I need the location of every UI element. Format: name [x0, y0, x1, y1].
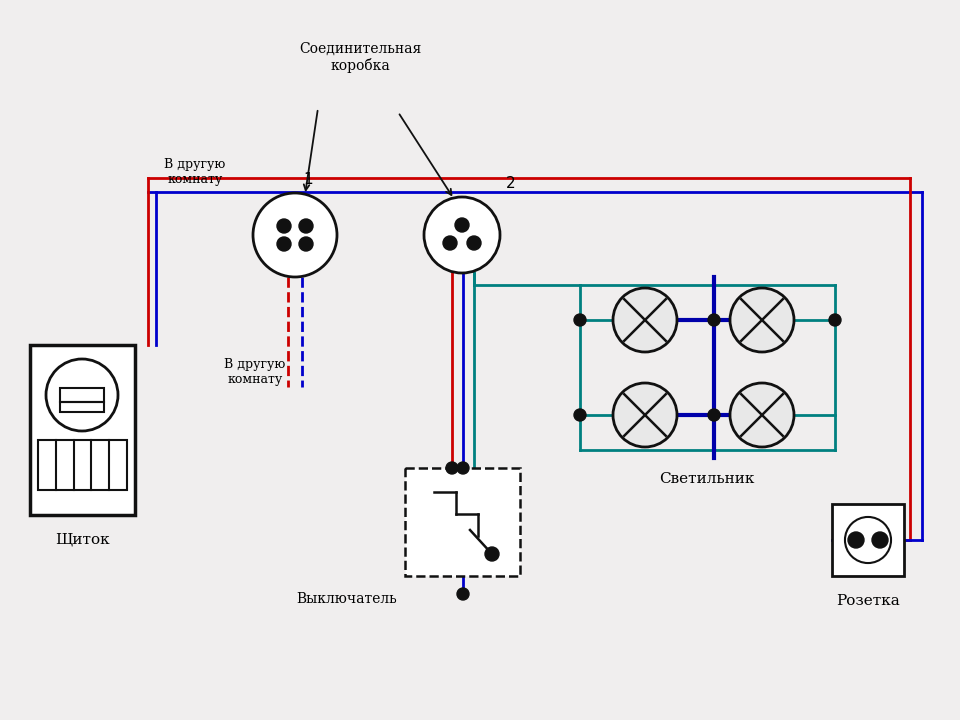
Circle shape — [277, 237, 291, 251]
Circle shape — [730, 383, 794, 447]
Circle shape — [424, 197, 500, 273]
Circle shape — [708, 409, 720, 421]
Circle shape — [253, 193, 337, 277]
Circle shape — [872, 532, 888, 548]
Text: Соединительная
коробка: Соединительная коробка — [299, 42, 421, 73]
Circle shape — [46, 359, 118, 431]
Circle shape — [730, 288, 794, 352]
Circle shape — [574, 314, 586, 326]
Circle shape — [443, 236, 457, 250]
Text: В другую
комнату: В другую комнату — [225, 358, 286, 386]
Bar — [38, 440, 127, 490]
Circle shape — [829, 314, 841, 326]
Circle shape — [485, 547, 499, 561]
Circle shape — [574, 409, 586, 421]
Circle shape — [446, 462, 458, 474]
Circle shape — [457, 462, 469, 474]
Text: В другую
комнату: В другую комнату — [164, 158, 226, 186]
Text: 1: 1 — [303, 172, 313, 187]
Circle shape — [613, 383, 677, 447]
Circle shape — [613, 288, 677, 352]
Circle shape — [467, 236, 481, 250]
Circle shape — [845, 517, 891, 563]
Circle shape — [848, 532, 864, 548]
Text: Розетка: Розетка — [836, 594, 900, 608]
Bar — [60, 402, 104, 412]
Text: Щиток: Щиток — [55, 533, 109, 547]
Bar — [832, 504, 904, 576]
Bar — [60, 388, 104, 402]
Circle shape — [708, 314, 720, 326]
Circle shape — [455, 218, 469, 232]
Text: Выключатель: Выключатель — [297, 592, 397, 606]
Text: Светильник: Светильник — [660, 472, 755, 486]
Bar — [405, 468, 520, 576]
Circle shape — [277, 219, 291, 233]
Bar — [30, 345, 135, 515]
Text: 2: 2 — [506, 176, 516, 191]
Circle shape — [299, 237, 313, 251]
Circle shape — [457, 588, 469, 600]
Circle shape — [299, 219, 313, 233]
